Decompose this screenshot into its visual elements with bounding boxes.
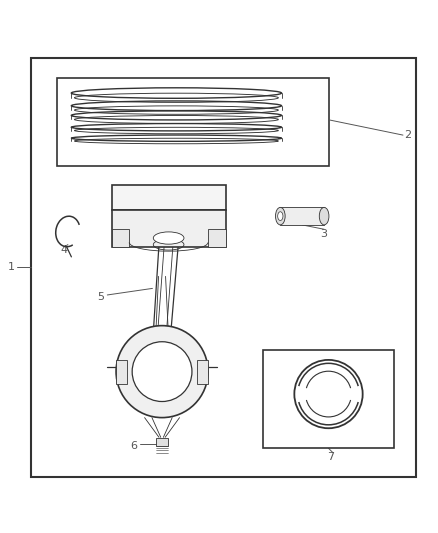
Bar	[57, 78, 328, 166]
Bar	[112, 185, 226, 209]
Ellipse shape	[319, 207, 329, 225]
Bar	[112, 229, 129, 247]
Bar	[197, 360, 208, 384]
Circle shape	[132, 342, 192, 401]
Bar	[156, 438, 168, 446]
Text: 2: 2	[404, 130, 411, 140]
Bar	[263, 350, 394, 448]
Ellipse shape	[276, 207, 285, 225]
Circle shape	[116, 326, 208, 418]
Text: 5: 5	[97, 292, 104, 302]
Text: 4: 4	[60, 245, 67, 255]
Ellipse shape	[278, 212, 283, 221]
Text: 1: 1	[7, 262, 14, 271]
Text: 7: 7	[327, 452, 334, 462]
Bar	[31, 59, 416, 477]
Ellipse shape	[153, 232, 184, 244]
Text: 3: 3	[321, 229, 328, 239]
Bar	[208, 229, 226, 247]
Text: 6: 6	[130, 441, 137, 451]
Bar	[112, 209, 226, 247]
Bar	[280, 207, 324, 225]
Bar	[116, 360, 127, 384]
